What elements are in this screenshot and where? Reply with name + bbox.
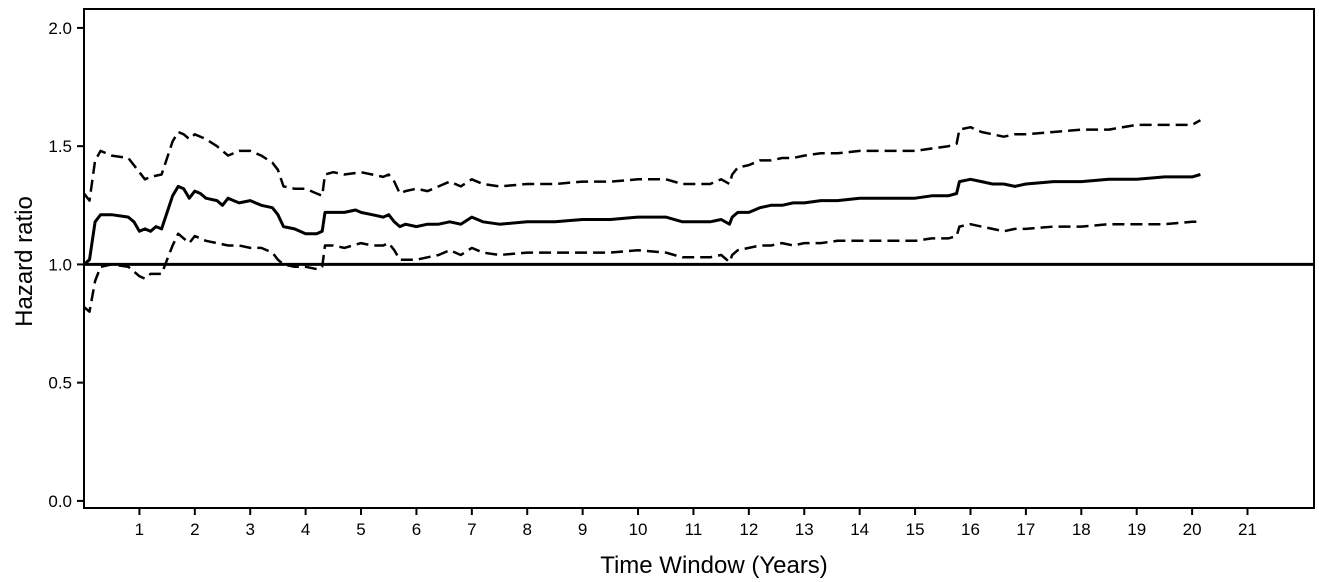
x-tick-label: 6 (412, 520, 421, 539)
x-tick-label: 7 (467, 520, 476, 539)
x-tick-label: 9 (578, 520, 587, 539)
x-tick-label: 5 (356, 520, 365, 539)
y-tick-label: 0.0 (48, 492, 72, 511)
y-tick-label: 0.5 (48, 374, 72, 393)
x-tick-label: 17 (1016, 520, 1035, 539)
x-tick-label: 11 (685, 520, 703, 539)
ci-line-2 (83, 220, 1201, 313)
x-tick-label: 20 (1183, 520, 1202, 539)
x-tick-label: 4 (301, 520, 310, 539)
x-tick-label: 8 (523, 520, 532, 539)
x-tick-label: 12 (739, 520, 758, 539)
x-tick-label: 13 (795, 520, 814, 539)
y-axis-title: Hazard ratio (11, 196, 38, 327)
estimate-line (83, 173, 1201, 266)
x-axis-title: Time Window (Years) (600, 552, 828, 579)
x-tick-label: 3 (245, 520, 254, 539)
y-tick-label: 1.0 (48, 255, 72, 274)
ci-line-1 (83, 119, 1202, 202)
x-axis: 1 2 3 4 5 6 7 8 9 10 11 12 13 14 15 16 17 18 19 20 21 (135, 508, 1257, 539)
x-tick-label: 10 (629, 520, 648, 539)
x-tick-label: 2 (190, 520, 199, 539)
plot-frame (83, 8, 1315, 509)
x-tick-label: 1 (135, 520, 144, 539)
x-tick-label: 14 (850, 520, 869, 539)
x-tick-label: 15 (906, 520, 925, 539)
y-tick-label: 2.0 (48, 19, 72, 38)
series-lines (83, 119, 1202, 313)
x-tick-label: 18 (1072, 520, 1091, 539)
x-tick-label: 16 (961, 520, 980, 539)
y-tick-label: 1.5 (48, 137, 72, 156)
x-tick-label: 21 (1238, 520, 1257, 539)
y-axis: 0.0 0.5 1.0 1.5 2.0 (48, 19, 84, 511)
x-tick-label: 19 (1127, 520, 1146, 539)
